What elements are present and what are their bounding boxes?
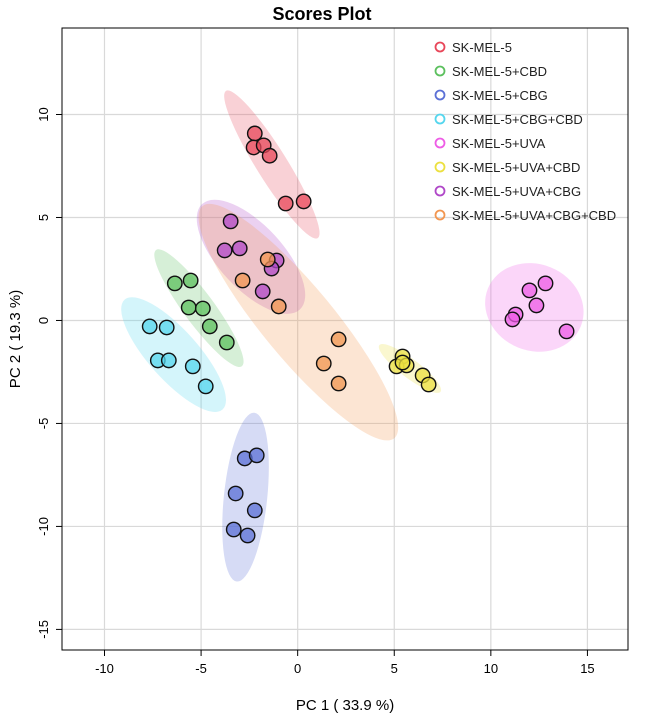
legend-item: SK-MEL-5+CBG — [434, 88, 548, 103]
legend-label: SK-MEL-5+CBD — [452, 64, 547, 79]
data-point — [330, 331, 347, 348]
legend-marker — [434, 185, 446, 197]
data-point — [216, 242, 233, 259]
chart-title: Scores Plot — [272, 4, 371, 24]
data-point — [194, 300, 211, 317]
data-point — [246, 125, 263, 142]
legend-item: SK-MEL-5+UVA — [434, 136, 546, 151]
legend-label: SK-MEL-5+UVA+CBG — [452, 184, 581, 199]
legend-item: SK-MEL-5+UVA+CBD — [434, 160, 580, 175]
data-point — [261, 147, 278, 164]
legend-label: SK-MEL-5+CBG — [452, 88, 548, 103]
legend-label: SK-MEL-5 — [452, 40, 512, 55]
legend-label: SK-MEL-5+UVA+CBD — [452, 160, 580, 175]
data-point — [218, 334, 235, 351]
y-axis-label: PC 2 ( 19.3 %) — [7, 290, 24, 388]
confidence-ellipse — [224, 90, 320, 239]
data-point — [227, 485, 244, 502]
legend-label: SK-MEL-5+CBG+CBD — [452, 112, 583, 127]
grid — [62, 28, 628, 650]
data-point — [394, 354, 411, 371]
data-point — [528, 297, 545, 314]
y-tick-label: 5 — [36, 214, 51, 221]
x-tick-label: 5 — [391, 661, 398, 676]
legend-marker — [434, 161, 446, 173]
legend-marker — [434, 89, 446, 101]
data-point — [295, 193, 312, 210]
data-point — [222, 213, 239, 230]
legend: SK-MEL-5 SK-MEL-5+CBD SK-MEL-5+CBG SK-MEL-5… — [434, 40, 616, 223]
legend-marker — [434, 209, 446, 221]
data-point — [184, 358, 201, 375]
legend-label: SK-MEL-5+UVA — [452, 136, 546, 151]
y-tick-label: 0 — [36, 317, 51, 324]
data-point — [201, 318, 218, 335]
confidence-ellipse — [222, 412, 269, 582]
legend-item: SK-MEL-5+CBD — [434, 64, 547, 79]
x-tick-label: -5 — [195, 661, 207, 676]
data-point — [231, 240, 248, 257]
plot-frame — [61, 27, 629, 651]
data-point — [225, 521, 242, 538]
x-tick-label: 10 — [484, 661, 498, 676]
y-tick-label: -5 — [36, 418, 51, 430]
legend-item: SK-MEL-5 — [434, 40, 512, 55]
legend-item: SK-MEL-5+CBG+CBD — [434, 112, 583, 127]
data-point — [315, 355, 332, 372]
data-point — [234, 272, 251, 289]
data-point — [537, 275, 554, 292]
confidence-ellipse — [198, 203, 399, 441]
legend-item: SK-MEL-5+UVA+CBG+CBD — [434, 208, 616, 223]
data-point — [197, 378, 214, 395]
data-points — [141, 125, 575, 544]
data-point — [270, 298, 287, 315]
y-tick-label: 10 — [36, 107, 51, 121]
data-point — [558, 323, 575, 340]
data-point — [141, 318, 158, 335]
x-tick-label: 15 — [580, 661, 594, 676]
x-tick-label: -10 — [95, 661, 114, 676]
y-tick-label: -15 — [36, 620, 51, 639]
data-point — [246, 502, 263, 519]
data-point — [182, 272, 199, 289]
data-point — [180, 299, 197, 316]
data-point — [248, 447, 265, 464]
legend-item: SK-MEL-5+UVA+CBG — [434, 184, 581, 199]
legend-marker — [434, 65, 446, 77]
data-point — [420, 376, 437, 393]
x-tick-label: 0 — [294, 661, 301, 676]
y-tick-label: -10 — [36, 517, 51, 536]
data-point — [259, 251, 276, 268]
legend-marker — [434, 41, 446, 53]
confidence-ellipses — [121, 90, 584, 582]
x-axis-label: PC 1 ( 33.9 %) — [296, 697, 394, 714]
data-point — [160, 352, 177, 369]
data-point — [521, 282, 538, 299]
data-point — [254, 283, 271, 300]
data-point — [277, 195, 294, 212]
data-point — [166, 275, 183, 292]
data-point — [158, 319, 175, 336]
legend-marker — [434, 137, 446, 149]
data-point — [504, 311, 521, 328]
data-point — [239, 527, 256, 544]
legend-label: SK-MEL-5+UVA+CBG+CBD — [452, 208, 616, 223]
data-point — [330, 375, 347, 392]
y-axis: -15 -10 -5 0 5 10 — [36, 107, 62, 639]
x-axis: -10 -5 0 5 10 15 — [95, 650, 595, 676]
confidence-ellipse — [196, 199, 306, 314]
legend-marker — [434, 113, 446, 125]
